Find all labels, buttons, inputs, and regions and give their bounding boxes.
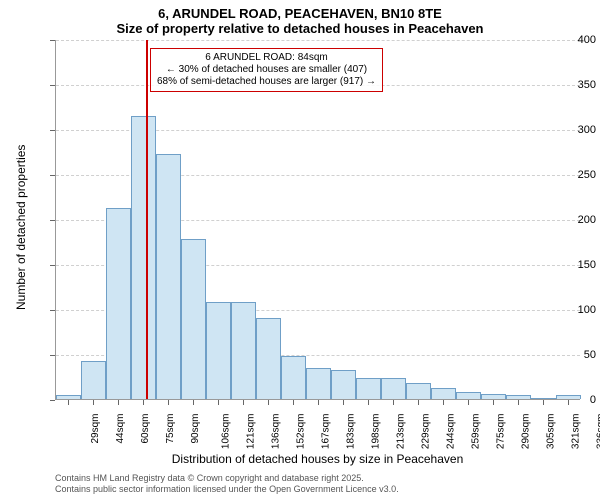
chart-title-block: 6, ARUNDEL ROAD, PEACEHAVEN, BN10 8TE Si…	[0, 0, 600, 36]
x-tick-mark	[543, 400, 544, 405]
x-tick-mark	[443, 400, 444, 405]
x-tick-mark	[68, 400, 69, 405]
histogram-chart: 6, ARUNDEL ROAD, PEACEHAVEN, BN10 8TE Si…	[0, 0, 600, 500]
x-tick-label: 121sqm	[245, 414, 256, 450]
x-tick-mark	[168, 400, 169, 405]
histogram-bar	[56, 395, 81, 400]
x-tick-mark	[93, 400, 94, 405]
y-tick-label: 200	[549, 214, 596, 226]
annotation-box: 6 ARUNDEL ROAD: 84sqm← 30% of detached h…	[150, 48, 383, 92]
x-axis-label: Distribution of detached houses by size …	[55, 452, 580, 466]
y-tick-mark	[50, 355, 55, 356]
x-tick-label: 167sqm	[320, 414, 331, 450]
y-tick-mark	[50, 310, 55, 311]
plot-area	[55, 40, 580, 400]
x-tick-mark	[518, 400, 519, 405]
histogram-bar	[106, 208, 131, 399]
y-tick-label: 50	[549, 349, 596, 361]
y-tick-mark	[50, 400, 55, 401]
x-tick-label: 213sqm	[395, 414, 406, 450]
histogram-bar	[481, 394, 506, 399]
x-tick-label: 90sqm	[190, 414, 201, 444]
histogram-bar	[431, 388, 456, 399]
x-tick-label: 183sqm	[345, 414, 356, 450]
y-tick-label: 100	[549, 304, 596, 316]
x-tick-label: 60sqm	[140, 414, 151, 444]
histogram-bar	[81, 361, 106, 399]
histogram-bar	[406, 383, 431, 399]
x-tick-mark	[368, 400, 369, 405]
x-tick-label: 305sqm	[545, 414, 556, 450]
x-tick-mark	[568, 400, 569, 405]
histogram-bar	[506, 395, 531, 400]
y-tick-label: 250	[549, 169, 596, 181]
y-tick-label: 150	[549, 259, 596, 271]
histogram-bar	[156, 154, 181, 399]
y-tick-mark	[50, 175, 55, 176]
footnote: Contains HM Land Registry data © Crown c…	[55, 473, 399, 496]
histogram-bar	[231, 302, 256, 399]
reference-line	[146, 40, 148, 399]
grid-line	[56, 40, 580, 41]
x-tick-label: 106sqm	[220, 414, 231, 450]
x-tick-mark	[318, 400, 319, 405]
x-tick-label: 75sqm	[165, 414, 176, 444]
histogram-bar	[206, 302, 231, 399]
histogram-bar	[281, 356, 306, 399]
x-tick-label: 136sqm	[270, 414, 281, 450]
x-tick-label: 152sqm	[295, 414, 306, 450]
x-tick-mark	[243, 400, 244, 405]
y-tick-label: 400	[549, 34, 596, 46]
x-tick-mark	[393, 400, 394, 405]
y-tick-mark	[50, 40, 55, 41]
histogram-bar	[181, 239, 206, 399]
x-tick-mark	[418, 400, 419, 405]
y-tick-mark	[50, 130, 55, 131]
x-tick-mark	[193, 400, 194, 405]
y-tick-label: 0	[549, 394, 596, 406]
x-tick-mark	[468, 400, 469, 405]
histogram-bar	[256, 318, 281, 399]
x-tick-label: 321sqm	[570, 414, 581, 450]
x-tick-label: 290sqm	[520, 414, 531, 450]
y-tick-label: 350	[549, 79, 596, 91]
histogram-bar	[306, 368, 331, 400]
annotation-line1: 6 ARUNDEL ROAD: 84sqm	[157, 52, 376, 64]
x-tick-mark	[218, 400, 219, 405]
x-tick-label: 198sqm	[370, 414, 381, 450]
x-tick-mark	[118, 400, 119, 405]
footnote-line2: Contains public sector information licen…	[55, 484, 399, 496]
x-tick-label: 229sqm	[420, 414, 431, 450]
y-tick-mark	[50, 265, 55, 266]
chart-title-line1: 6, ARUNDEL ROAD, PEACEHAVEN, BN10 8TE	[0, 6, 600, 21]
x-tick-mark	[343, 400, 344, 405]
x-tick-label: 244sqm	[445, 414, 456, 450]
x-tick-label: 44sqm	[115, 414, 126, 444]
footnote-line1: Contains HM Land Registry data © Crown c…	[55, 473, 399, 485]
y-tick-mark	[50, 220, 55, 221]
x-tick-mark	[493, 400, 494, 405]
x-tick-mark	[293, 400, 294, 405]
x-tick-label: 29sqm	[90, 414, 101, 444]
histogram-bar	[356, 378, 381, 399]
x-tick-mark	[268, 400, 269, 405]
histogram-bar	[456, 392, 481, 399]
chart-title-line2: Size of property relative to detached ho…	[0, 21, 600, 36]
x-tick-label: 275sqm	[495, 414, 506, 450]
annotation-line3: 68% of semi-detached houses are larger (…	[157, 76, 376, 88]
histogram-bar	[131, 116, 156, 400]
x-tick-label: 259sqm	[470, 414, 481, 450]
histogram-bar	[381, 378, 406, 399]
x-tick-label: 336sqm	[595, 414, 600, 450]
histogram-bar	[331, 370, 356, 399]
y-tick-mark	[50, 85, 55, 86]
annotation-line2: ← 30% of detached houses are smaller (40…	[157, 64, 376, 76]
y-tick-label: 300	[549, 124, 596, 136]
y-axis-label: Number of detached properties	[14, 145, 28, 310]
x-tick-mark	[143, 400, 144, 405]
